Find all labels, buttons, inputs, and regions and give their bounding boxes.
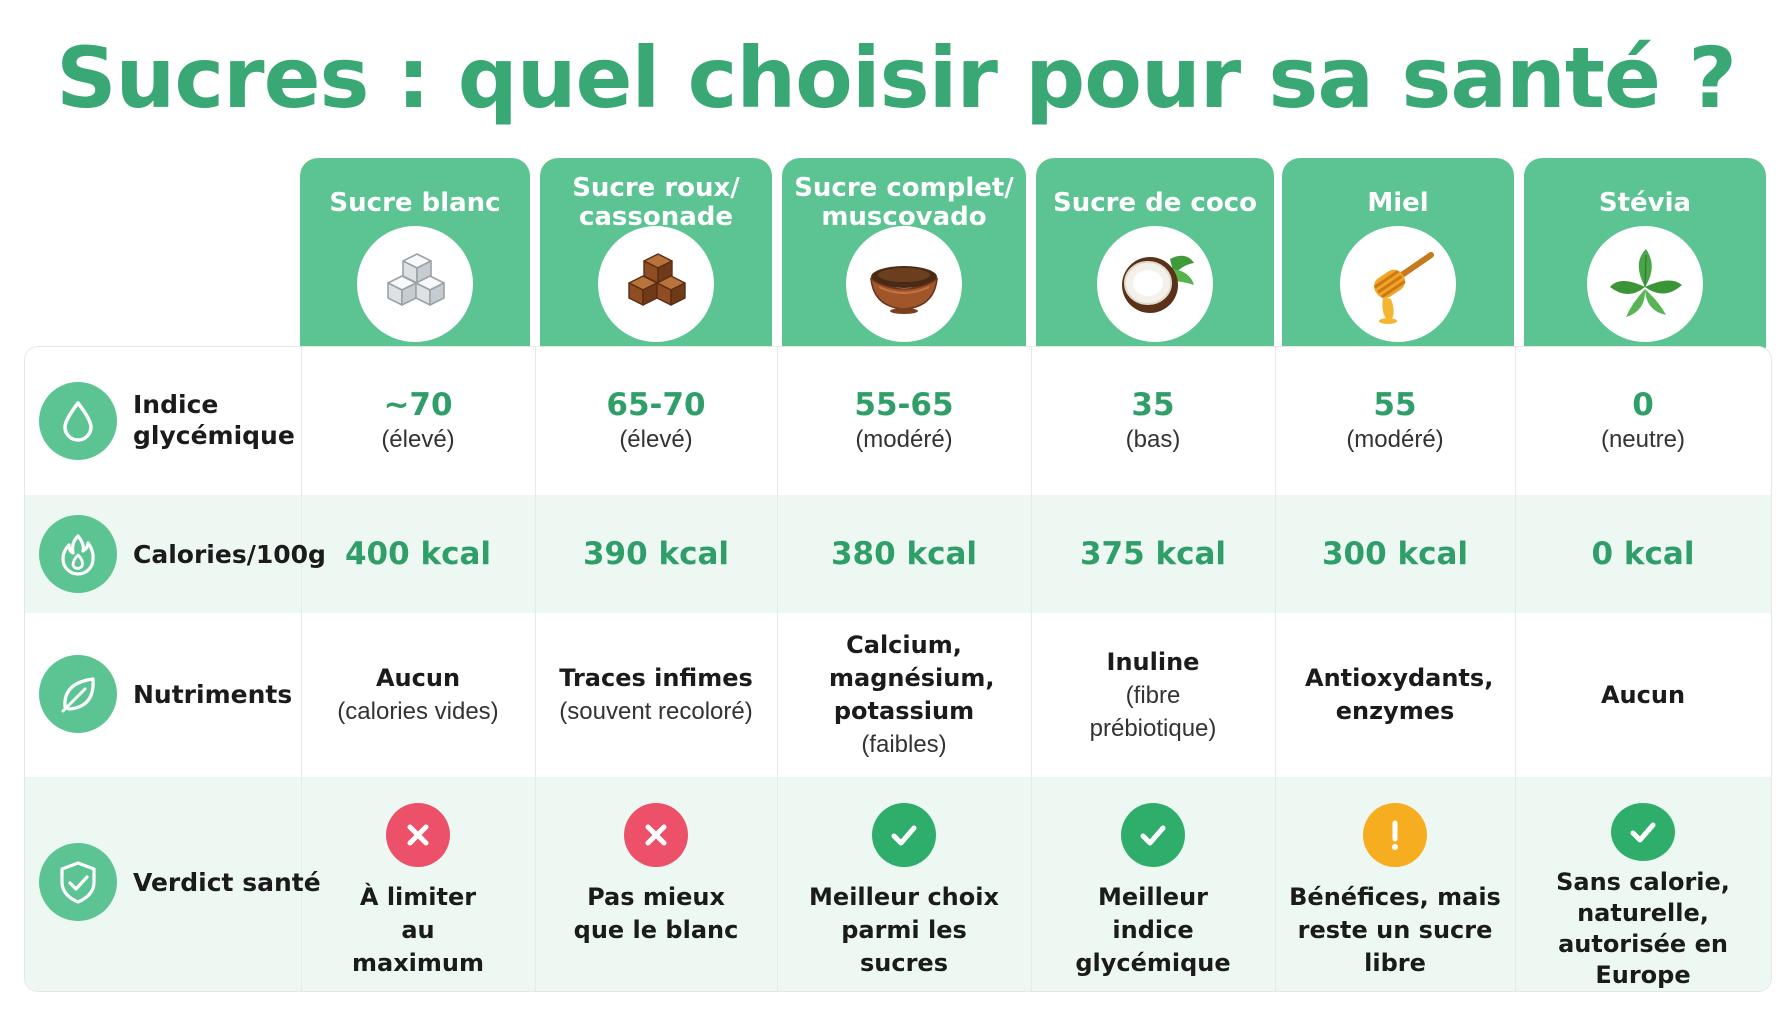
nutrients-cell: Aucun bbox=[1515, 613, 1771, 777]
column-divider bbox=[1031, 347, 1032, 991]
glycemic-cell: 55 (modéré) bbox=[1275, 347, 1515, 495]
nutrients-cell: Calcium, magnésium, potassium (faibles) bbox=[777, 613, 1031, 777]
nutrients-note: (fibre prébiotique) bbox=[1089, 681, 1217, 742]
shield-check-icon bbox=[39, 843, 117, 921]
column-name: Miel bbox=[1367, 187, 1429, 218]
calories-value: 300 kcal bbox=[1321, 536, 1469, 572]
leaf-icon bbox=[39, 655, 117, 733]
glycemic-value: 65-70 bbox=[606, 387, 706, 423]
glycemic-cell: 35 (bas) bbox=[1031, 347, 1275, 495]
column-name: Sucre blanc bbox=[329, 187, 501, 218]
verdict-text: Bénéfices, mais reste un sucre libre bbox=[1289, 883, 1501, 977]
glycemic-value: 55 bbox=[1373, 387, 1417, 423]
calories-value: 380 kcal bbox=[830, 536, 978, 572]
check-icon bbox=[1611, 803, 1675, 861]
nutrients-main: Traces infimes bbox=[559, 664, 753, 692]
nutrients-cell: Inuline (fibre prébiotique) bbox=[1031, 613, 1275, 777]
glycemic-cell: 0 (neutre) bbox=[1515, 347, 1771, 495]
column-name: Stévia bbox=[1598, 187, 1692, 218]
check-icon bbox=[872, 803, 936, 867]
calories-value: 375 kcal bbox=[1079, 536, 1227, 572]
verdict-text: Pas mieux que le blanc bbox=[573, 883, 739, 944]
column-header-sucre-de-coco: Sucre de coco bbox=[1036, 158, 1274, 348]
glycemic-note: (bas) bbox=[1125, 426, 1181, 453]
row-label-glycemic: Indice glycémique bbox=[133, 390, 295, 450]
cross-icon bbox=[386, 803, 450, 867]
glycemic-note: (neutre) bbox=[1600, 426, 1686, 453]
exclamation-icon bbox=[1363, 803, 1427, 867]
nutrients-cell: Aucun (calories vides) bbox=[301, 613, 535, 777]
column-name: Sucre complet/ muscovado bbox=[794, 173, 1014, 232]
calories-value: 390 kcal bbox=[582, 536, 730, 572]
nutrients-main: Antioxydants, enzymes bbox=[1305, 664, 1494, 725]
nutrients-main: Aucun bbox=[375, 664, 461, 692]
column-name: Sucre roux/ cassonade bbox=[572, 173, 740, 232]
nutrients-note: (souvent recoloré) bbox=[559, 698, 753, 725]
column-header-miel: Miel bbox=[1282, 158, 1514, 348]
calories-cell: 400 kcal bbox=[301, 495, 535, 613]
glycemic-note: (élevé) bbox=[381, 426, 455, 453]
calories-cell: 300 kcal bbox=[1275, 495, 1515, 613]
glycemic-value: 55-65 bbox=[854, 387, 954, 423]
nutrients-main: Aucun bbox=[1600, 680, 1686, 709]
glycemic-value: ~70 bbox=[383, 387, 453, 423]
nutrients-main: Inuline bbox=[1106, 647, 1200, 676]
verdict-cell: Pas mieux que le blanc bbox=[535, 777, 777, 991]
comparison-table: Indice glycémique ~70 (élevé) 65-70 (éle… bbox=[24, 346, 1772, 992]
glycemic-cell: ~70 (élevé) bbox=[301, 347, 535, 495]
column-header-sucre-complet: Sucre complet/ muscovado bbox=[782, 158, 1026, 348]
nutrients-cell: Traces infimes (souvent recoloré) bbox=[535, 613, 777, 777]
column-name: Sucre de coco bbox=[1052, 187, 1257, 218]
column-divider bbox=[535, 347, 536, 991]
muscovado-bowl-icon bbox=[846, 226, 962, 342]
calories-cell: 0 kcal bbox=[1515, 495, 1771, 613]
glycemic-note: (modéré) bbox=[855, 426, 953, 453]
brown-sugar-cubes-icon bbox=[598, 226, 714, 342]
verdict-cell: Bénéfices, mais reste un sucre libre bbox=[1275, 777, 1515, 991]
row-label-calories: Calories/100g bbox=[133, 540, 326, 569]
column-divider bbox=[1515, 347, 1516, 991]
row-calories bbox=[25, 495, 1771, 613]
verdict-cell: Meilleur indice glycémique bbox=[1031, 777, 1275, 991]
glycemic-cell: 55-65 (modéré) bbox=[777, 347, 1031, 495]
verdict-cell: Sans calorie, naturelle, autorisée en Eu… bbox=[1515, 777, 1771, 991]
column-header-sucre-blanc: Sucre blanc bbox=[300, 158, 530, 348]
coconut-icon bbox=[1097, 226, 1213, 342]
column-divider bbox=[1275, 347, 1276, 991]
nutrients-note: (calories vides) bbox=[337, 698, 499, 725]
cross-icon bbox=[624, 803, 688, 867]
glycemic-note: (modéré) bbox=[1346, 426, 1444, 453]
honey-dipper-icon bbox=[1340, 226, 1456, 342]
page-title: Sucres : quel choisir pour sa santé ? bbox=[56, 29, 1737, 127]
check-icon bbox=[1121, 803, 1185, 867]
verdict-text: Meilleur choix parmi les sucres bbox=[809, 883, 999, 977]
sugar-cubes-icon bbox=[357, 226, 473, 342]
column-divider bbox=[301, 347, 302, 991]
calories-value: 0 kcal bbox=[1591, 536, 1695, 572]
verdict-cell: À limiter au maximum bbox=[301, 777, 535, 991]
glycemic-cell: 65-70 (élevé) bbox=[535, 347, 777, 495]
calories-cell: 390 kcal bbox=[535, 495, 777, 613]
glycemic-value: 0 bbox=[1632, 387, 1654, 423]
verdict-cell: Meilleur choix parmi les sucres bbox=[777, 777, 1031, 991]
calories-cell: 375 kcal bbox=[1031, 495, 1275, 613]
calories-cell: 380 kcal bbox=[777, 495, 1031, 613]
column-header-sucre-roux: Sucre roux/ cassonade bbox=[540, 158, 772, 348]
stevia-leaf-icon bbox=[1587, 226, 1703, 342]
row-label-nutrients: Nutriments bbox=[133, 680, 293, 709]
row-label-verdict: Verdict santé bbox=[133, 868, 321, 897]
flame-icon bbox=[39, 515, 117, 593]
nutrients-note: (faibles) bbox=[861, 731, 947, 758]
column-header-stevia: Stévia bbox=[1524, 158, 1766, 348]
glycemic-note: (élevé) bbox=[619, 426, 693, 453]
verdict-text: À limiter au maximum bbox=[351, 883, 484, 977]
drop-icon bbox=[39, 382, 117, 460]
glycemic-value: 35 bbox=[1131, 387, 1175, 423]
verdict-text: Meilleur indice glycémique bbox=[1075, 883, 1231, 977]
calories-value: 400 kcal bbox=[344, 536, 492, 572]
nutrients-cell: Antioxydants, enzymes bbox=[1275, 613, 1515, 777]
nutrients-main: Calcium, magnésium, potassium bbox=[829, 631, 995, 725]
column-divider bbox=[777, 347, 778, 991]
verdict-text: Sans calorie, naturelle, autorisée en Eu… bbox=[1556, 868, 1730, 989]
